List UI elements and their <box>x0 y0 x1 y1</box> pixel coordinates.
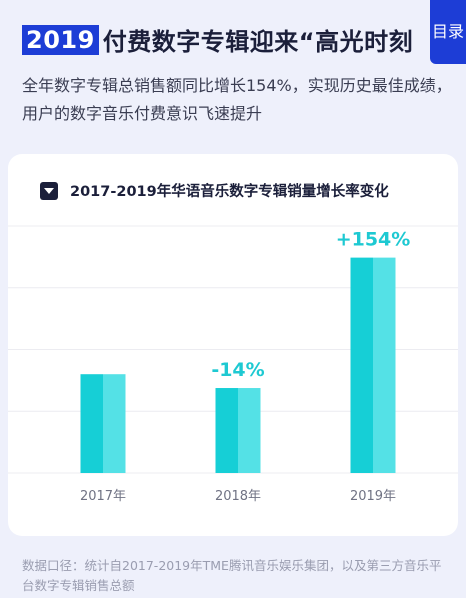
bar-highlight <box>238 388 261 473</box>
year-badge: 2019 <box>22 24 99 55</box>
headline-title: 付费数字专辑迎来“高光时刻 <box>102 28 414 56</box>
data-label: -14% <box>211 359 264 381</box>
bar <box>215 388 238 473</box>
bar <box>80 374 103 473</box>
chart-card: 2017-2019年华语音乐数字专辑销量增长率变化 2017年 2018年 -14%… <box>8 154 458 536</box>
chart-title-text: 2017-2019年华语音乐数字专辑销量增长率变化 <box>70 184 389 200</box>
caret-down-icon <box>40 181 58 200</box>
bar-chart: 2017年 2018年 -14% 2019年 +154% <box>8 225 458 504</box>
x-tick-label: 2019年 <box>350 489 396 504</box>
chart-title: 2017-2019年华语音乐数字专辑销量增长率变化 <box>40 180 389 201</box>
bar-highlight <box>103 374 126 473</box>
bar <box>350 257 373 473</box>
x-tick-label: 2018年 <box>215 489 261 504</box>
data-label: +154% <box>336 229 411 251</box>
lede-text: 全年数字专辑总销售额同比增长154%，实现历史最佳成绩，用户的数字音乐付费意识飞… <box>22 76 452 123</box>
bar-highlight <box>373 257 396 473</box>
source-footnote: 数据口径：统计自2017-2019年TME腾讯音乐娱乐集团，以及第三方音乐平台数… <box>22 558 442 593</box>
toc-tab-button[interactable]: 目录 <box>430 0 466 64</box>
headline: 2019 付费数字专辑迎来“高光时刻 <box>22 22 413 57</box>
x-tick-label: 2017年 <box>80 489 126 504</box>
